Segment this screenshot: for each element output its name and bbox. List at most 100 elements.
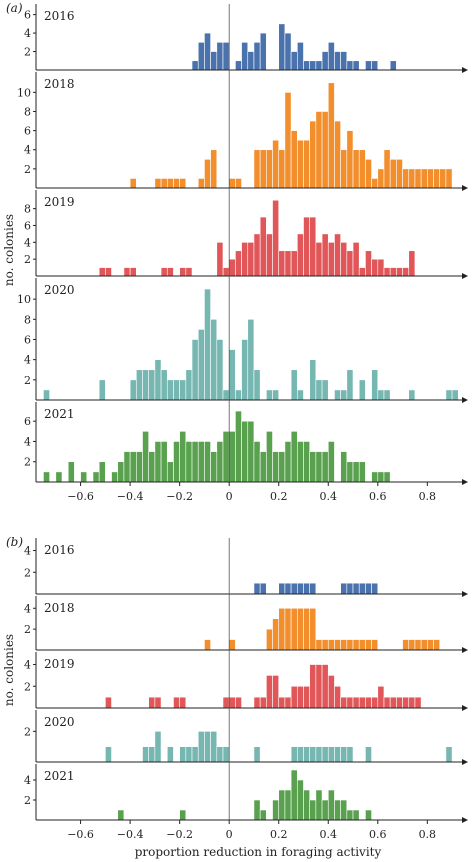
bar-p0-2021-24 bbox=[222, 431, 230, 483]
bar-p1-2019-5 bbox=[222, 696, 230, 709]
bar-p1-2021-18 bbox=[365, 809, 372, 821]
bar-p0-2016-25 bbox=[371, 60, 379, 71]
bar-p1-2020-12 bbox=[222, 746, 230, 763]
bar-p0-2018-28 bbox=[358, 149, 366, 189]
bar-p0-2020-9 bbox=[173, 379, 180, 401]
bar-p0-2020-35 bbox=[377, 389, 385, 401]
bar-p0-2020-37 bbox=[408, 389, 416, 401]
y-tick-label-p1-2018-2: 2 bbox=[24, 623, 31, 636]
bar-p0-2020-5 bbox=[148, 369, 156, 401]
bar-p0-2016-16 bbox=[309, 60, 317, 71]
axis-arrow-p0-2016 bbox=[462, 67, 468, 73]
bar-p0-2021-16 bbox=[173, 441, 180, 483]
bar-p0-2016-18 bbox=[321, 51, 329, 71]
x-tick-label-p1-1: −0.4 bbox=[117, 828, 144, 841]
bar-p1-2016-3 bbox=[284, 582, 292, 595]
bar-p0-2021-47 bbox=[377, 471, 385, 483]
bar-p0-2019-5 bbox=[166, 267, 174, 277]
bar-p0-2021-10 bbox=[136, 451, 143, 483]
bar-p0-2020-8 bbox=[166, 379, 174, 401]
bar-p1-2019-3 bbox=[173, 696, 180, 709]
bar-p0-2020-11 bbox=[185, 369, 193, 401]
bar-p0-2021-0 bbox=[43, 471, 50, 483]
bar-p1-2018-3 bbox=[272, 618, 280, 651]
bar-p0-2021-28 bbox=[247, 420, 255, 483]
bar-p0-2016-26 bbox=[389, 60, 397, 71]
bar-p0-2019-12 bbox=[235, 250, 242, 277]
bar-p0-2021-11 bbox=[142, 431, 149, 483]
bar-p0-2016-17 bbox=[315, 60, 323, 71]
bar-p0-2021-13 bbox=[154, 441, 162, 483]
bar-p1-2018-20 bbox=[402, 639, 410, 651]
bar-p1-2020-7 bbox=[191, 746, 199, 763]
bar-p0-2016-6 bbox=[235, 60, 242, 71]
bar-p0-2020-26 bbox=[296, 389, 304, 401]
bar-p0-2019-28 bbox=[334, 233, 341, 277]
bar-p0-2020-27 bbox=[309, 359, 317, 401]
bar-p0-2018-5 bbox=[179, 178, 187, 189]
bar-p0-2019-18 bbox=[272, 199, 280, 277]
bar-p0-2020-0 bbox=[43, 389, 50, 401]
bar-p1-2019-7 bbox=[235, 696, 242, 709]
y-tick-label-p0-2018-4: 4 bbox=[24, 144, 31, 157]
bar-p1-2019-31 bbox=[396, 696, 403, 709]
bar-p1-2020-13 bbox=[253, 746, 261, 763]
bar-p0-2018-13 bbox=[266, 149, 273, 189]
bar-p0-2020-6 bbox=[154, 359, 162, 401]
bar-p1-2021-2 bbox=[253, 799, 261, 821]
bar-p1-2021-14 bbox=[334, 799, 341, 821]
bar-p1-2021-9 bbox=[303, 789, 310, 821]
bar-p0-2016-24 bbox=[365, 60, 372, 71]
bar-p0-2018-32 bbox=[383, 149, 391, 189]
y-tick-label-p0-2020-8: 8 bbox=[24, 313, 31, 326]
bar-p0-2019-6 bbox=[179, 267, 187, 277]
x-tick-label-p0-2: −0.2 bbox=[166, 490, 193, 503]
bar-p1-2018-9 bbox=[309, 607, 317, 651]
bar-p1-2018-6 bbox=[290, 607, 298, 651]
bar-p1-2021-6 bbox=[284, 789, 292, 821]
bar-p0-2021-8 bbox=[123, 451, 131, 483]
bar-p1-2018-21 bbox=[408, 639, 416, 651]
bar-p0-2019-23 bbox=[303, 216, 310, 277]
year-label-p0-2020: 2020 bbox=[44, 283, 75, 297]
bar-p0-2018-4 bbox=[173, 178, 180, 189]
bar-p0-2018-25 bbox=[340, 149, 348, 189]
bar-p1-2019-2 bbox=[154, 696, 162, 709]
bar-p0-2018-22 bbox=[321, 111, 329, 189]
bar-p0-2018-42 bbox=[445, 168, 453, 189]
bar-p1-2018-23 bbox=[420, 639, 428, 651]
bar-p1-2018-1 bbox=[228, 639, 236, 651]
bar-p0-2018-6 bbox=[197, 178, 205, 189]
bar-p0-2019-25 bbox=[315, 242, 323, 277]
bar-p1-2018-12 bbox=[327, 639, 335, 651]
bar-p0-2021-32 bbox=[272, 451, 280, 483]
bar-p1-2018-25 bbox=[433, 639, 441, 651]
bar-p1-2021-1 bbox=[179, 809, 187, 821]
bar-p1-2019-32 bbox=[402, 696, 410, 709]
y-tick-label-p1-2021-2: 2 bbox=[24, 794, 31, 807]
x-tick-label-p0-7: 0.8 bbox=[419, 490, 437, 503]
x-tick-label-p1-4: 0.2 bbox=[270, 828, 288, 841]
bar-p0-2018-17 bbox=[290, 130, 298, 189]
bar-p0-2021-35 bbox=[290, 431, 298, 483]
bar-p0-2020-39 bbox=[451, 389, 459, 401]
year-label-p0-2019: 2019 bbox=[44, 195, 75, 209]
bar-p1-2018-5 bbox=[284, 607, 292, 651]
bar-p1-2018-24 bbox=[427, 639, 434, 651]
bar-p0-2021-21 bbox=[204, 441, 211, 483]
bar-p0-2021-7 bbox=[117, 461, 125, 483]
bar-p0-2018-39 bbox=[427, 168, 434, 189]
bar-p0-2020-28 bbox=[315, 379, 323, 401]
bar-p0-2018-23 bbox=[327, 82, 335, 189]
bar-p0-2021-14 bbox=[160, 441, 168, 483]
bar-p0-2016-2 bbox=[204, 32, 211, 71]
bar-p0-2016-19 bbox=[327, 42, 335, 71]
bar-p1-2019-18 bbox=[315, 664, 323, 709]
y-tick-label-p1-2020-2: 2 bbox=[24, 725, 31, 738]
bar-p1-2019-21 bbox=[334, 685, 341, 709]
bar-p0-2016-21 bbox=[340, 51, 348, 71]
bar-p0-2021-42 bbox=[340, 451, 348, 483]
bar-p0-2019-0 bbox=[98, 267, 106, 277]
y-axis-title-a: no. colonies bbox=[2, 214, 16, 286]
